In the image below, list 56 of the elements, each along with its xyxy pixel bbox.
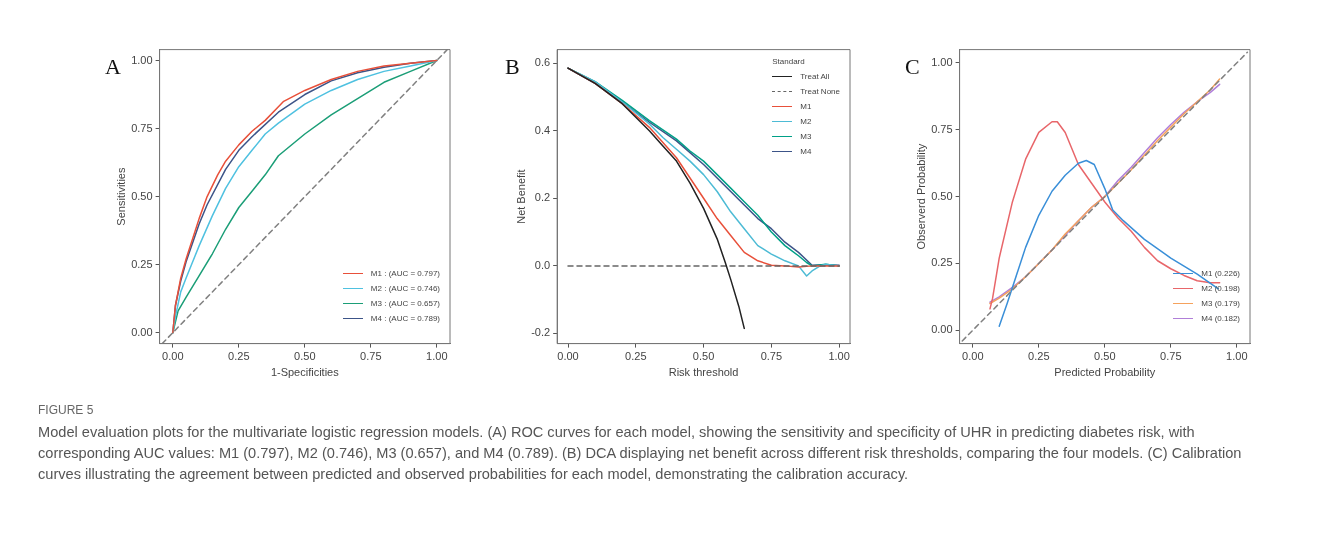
- legend-label: M4: [800, 146, 812, 156]
- x-tick-label: 0.75: [1160, 350, 1182, 363]
- y-tick-label: 0.2: [534, 191, 551, 204]
- y-tick-label: -0.2: [531, 326, 551, 339]
- x-tick-label: 0.00: [962, 350, 984, 363]
- x-tick-label: 1.00: [1226, 350, 1248, 363]
- y-tick-label: 0.25: [131, 257, 153, 270]
- caption: FIGURE 5: [38, 402, 95, 418]
- chart-title: A: [105, 54, 121, 80]
- x-tick-label: 0.25: [228, 350, 250, 363]
- legend-label: M4 (0.182): [1201, 313, 1240, 323]
- y-tick-label: 0.6: [534, 56, 551, 69]
- legend-label: M1 : (AUC = 0.797): [370, 268, 440, 278]
- y-axis-title: Net Benefit: [514, 169, 527, 224]
- legend-label: M1: [800, 101, 812, 111]
- y-tick-label: 1.00: [131, 53, 153, 66]
- legend-label: M2 : (AUC = 0.746): [370, 283, 440, 293]
- x-tick-label: 0.00: [557, 350, 579, 363]
- legend-label: M2 (0.198): [1201, 283, 1240, 293]
- x-tick-label: 0.25: [625, 350, 647, 363]
- legend-label: M3 (0.179): [1201, 298, 1240, 308]
- x-tick-label: 1.00: [828, 350, 850, 363]
- legend-title: Standard: [772, 56, 806, 66]
- legend-label: M3 : (AUC = 0.657): [370, 298, 440, 308]
- y-tick-label: 0.75: [931, 122, 953, 135]
- y-tick-label: 0.0: [534, 258, 551, 271]
- text: Model evaluation plots for the multivariate logistic regression models. (A) ROC curves for each model, showing the sensitivity and specificity of UHR in predicting diabetes risk, with corresponding AUC values: M1 (0.797), M2 (0.746), M3 (0.657), and M4 (0.789). (B) DCA displaying net benefit across different risk thresholds, comparing the four models. (C) Calibration curves illustrating the agreement between predicted and observed probabilities for each model, demonstrating the calibration accuracy.: [38, 423, 1243, 484]
- y-tick-label: 0.50: [131, 189, 153, 202]
- legend-label: M1 (0.226): [1201, 268, 1240, 278]
- chart-title: B: [505, 54, 520, 80]
- x-axis-title: Predicted Probability: [1054, 366, 1156, 379]
- x-tick-label: 0.50: [1094, 350, 1116, 363]
- y-tick-label: 0.00: [131, 325, 153, 338]
- y-axis-title: Sensitivities: [114, 167, 127, 226]
- legend-label: M4 : (AUC = 0.789): [370, 313, 440, 323]
- y-axis-title: Observerd Probability: [914, 143, 927, 250]
- x-tick-label: 0.50: [294, 350, 316, 363]
- y-tick-label: 0.4: [534, 123, 551, 136]
- x-axis-title: Risk threshold: [668, 366, 739, 379]
- legend-label: M3: [800, 131, 812, 141]
- legend-label: Treat None: [800, 86, 840, 96]
- x-tick-label: 1.00: [426, 350, 448, 363]
- x-tick-label: 0.00: [162, 350, 184, 363]
- x-axis-title: 1-Specificities: [270, 366, 340, 379]
- x-tick-label: 0.75: [360, 350, 382, 363]
- legend-label: Treat All: [800, 71, 830, 81]
- chart-title: C: [905, 54, 920, 80]
- y-tick-label: 0.75: [131, 121, 153, 134]
- legend-label: M2: [800, 116, 812, 126]
- x-tick-label: 0.75: [760, 350, 783, 363]
- y-tick-label: 1.00: [931, 55, 953, 68]
- y-tick-label: 0.00: [931, 323, 953, 336]
- y-tick-label: 0.50: [931, 189, 953, 202]
- x-tick-label: 0.50: [692, 350, 715, 363]
- y-tick-label: 0.25: [931, 256, 953, 269]
- x-tick-label: 0.25: [1028, 350, 1050, 363]
